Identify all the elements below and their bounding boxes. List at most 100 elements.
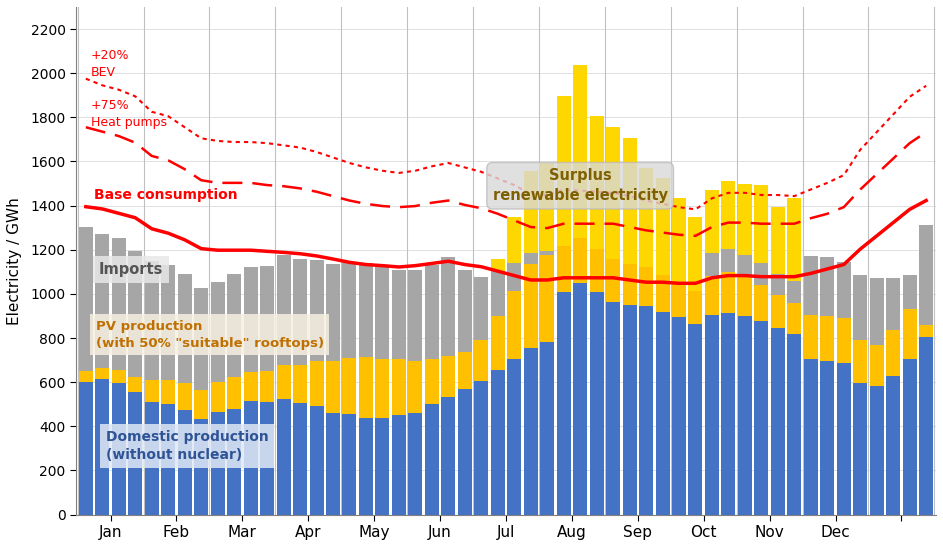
Bar bbox=[836, 318, 851, 363]
Bar bbox=[227, 377, 241, 409]
Bar bbox=[902, 359, 917, 515]
Bar bbox=[177, 274, 191, 383]
Bar bbox=[886, 376, 901, 515]
Bar bbox=[803, 315, 818, 359]
Bar bbox=[375, 417, 389, 515]
Bar bbox=[507, 263, 521, 290]
Bar bbox=[128, 377, 142, 392]
Bar bbox=[359, 417, 372, 515]
Bar bbox=[425, 359, 438, 404]
Text: +75%
Heat pumps: +75% Heat pumps bbox=[91, 99, 167, 129]
Bar bbox=[523, 253, 538, 264]
Bar bbox=[276, 364, 290, 399]
Bar bbox=[474, 340, 488, 381]
Bar bbox=[853, 383, 868, 515]
Bar bbox=[738, 184, 752, 255]
Bar bbox=[853, 340, 868, 383]
Bar bbox=[540, 162, 554, 251]
Bar bbox=[79, 226, 92, 371]
Bar bbox=[112, 370, 125, 383]
Bar bbox=[902, 275, 917, 310]
Bar bbox=[375, 359, 389, 417]
Bar bbox=[573, 66, 587, 237]
Bar bbox=[144, 380, 158, 402]
Bar bbox=[869, 278, 884, 345]
Bar bbox=[606, 301, 620, 515]
Bar bbox=[869, 386, 884, 515]
Bar bbox=[738, 255, 752, 277]
Bar bbox=[573, 237, 587, 283]
Bar bbox=[738, 277, 752, 316]
Bar bbox=[836, 363, 851, 515]
Bar bbox=[803, 257, 818, 315]
Bar bbox=[79, 371, 92, 382]
Bar bbox=[721, 249, 736, 272]
Bar bbox=[589, 249, 604, 292]
Text: Surplus
renewable electricity: Surplus renewable electricity bbox=[492, 168, 668, 203]
Bar bbox=[161, 265, 175, 380]
Bar bbox=[672, 283, 686, 317]
Bar bbox=[194, 390, 208, 418]
Bar bbox=[408, 361, 422, 413]
Bar bbox=[655, 275, 670, 312]
Bar bbox=[392, 415, 405, 515]
Bar bbox=[441, 258, 455, 356]
Bar bbox=[589, 292, 604, 515]
Bar bbox=[392, 359, 405, 415]
Bar bbox=[227, 409, 241, 515]
Bar bbox=[672, 198, 686, 283]
Y-axis label: Electricity / GWh: Electricity / GWh bbox=[7, 197, 22, 325]
Bar bbox=[507, 290, 521, 359]
Bar bbox=[523, 348, 538, 515]
Bar bbox=[342, 262, 356, 358]
Bar bbox=[672, 317, 686, 515]
Bar bbox=[359, 263, 372, 357]
Bar bbox=[721, 313, 736, 515]
Bar bbox=[721, 181, 736, 249]
Bar bbox=[886, 330, 901, 376]
Bar bbox=[919, 337, 934, 515]
Bar bbox=[326, 361, 340, 413]
Bar bbox=[293, 364, 307, 403]
Bar bbox=[276, 399, 290, 515]
Text: Base consumption: Base consumption bbox=[94, 188, 238, 202]
Bar bbox=[622, 305, 637, 515]
Bar bbox=[342, 414, 356, 515]
Bar bbox=[886, 278, 901, 330]
Bar bbox=[260, 371, 274, 402]
Bar bbox=[622, 264, 637, 305]
Bar bbox=[457, 389, 472, 515]
Bar bbox=[161, 404, 175, 515]
Bar bbox=[392, 270, 405, 359]
Bar bbox=[787, 198, 802, 281]
Text: +20%
BEV: +20% BEV bbox=[91, 49, 129, 79]
Bar bbox=[293, 403, 307, 515]
Bar bbox=[95, 234, 109, 368]
Bar bbox=[589, 116, 604, 249]
Bar bbox=[754, 322, 769, 515]
Bar bbox=[639, 168, 653, 267]
Bar bbox=[688, 290, 703, 324]
Bar bbox=[210, 382, 224, 412]
Bar bbox=[507, 217, 521, 263]
Bar bbox=[144, 402, 158, 515]
Bar bbox=[112, 383, 125, 515]
Bar bbox=[210, 412, 224, 515]
Bar bbox=[754, 185, 769, 263]
Bar bbox=[919, 325, 934, 337]
Bar bbox=[276, 255, 290, 364]
Bar bbox=[425, 265, 438, 359]
Bar bbox=[243, 373, 257, 401]
Bar bbox=[573, 283, 587, 515]
Bar bbox=[210, 282, 224, 382]
Bar bbox=[309, 361, 323, 406]
Bar bbox=[177, 383, 191, 410]
Bar bbox=[342, 358, 356, 414]
Bar bbox=[787, 281, 802, 302]
Bar bbox=[606, 127, 620, 259]
Bar bbox=[177, 410, 191, 515]
Bar bbox=[425, 404, 438, 515]
Bar bbox=[359, 357, 372, 417]
Bar bbox=[754, 285, 769, 322]
Bar bbox=[770, 207, 785, 274]
